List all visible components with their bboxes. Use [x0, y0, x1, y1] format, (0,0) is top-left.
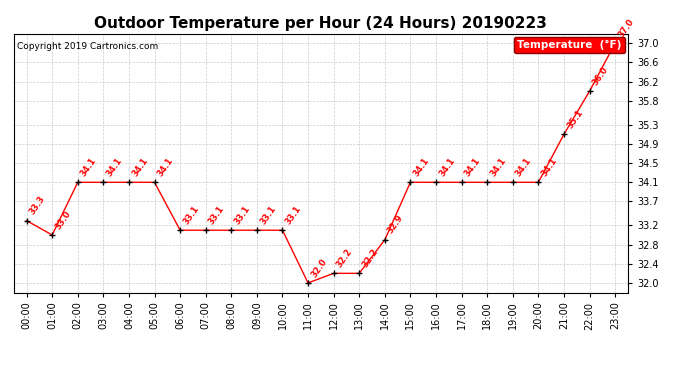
- Text: 33.1: 33.1: [207, 204, 226, 226]
- Text: 32.2: 32.2: [335, 247, 354, 269]
- Text: 34.1: 34.1: [437, 156, 457, 178]
- Text: 36.0: 36.0: [591, 65, 610, 87]
- Text: Copyright 2019 Cartronics.com: Copyright 2019 Cartronics.com: [17, 42, 158, 51]
- Text: 34.1: 34.1: [156, 156, 175, 178]
- Text: 32.0: 32.0: [309, 257, 328, 279]
- Text: 34.1: 34.1: [540, 156, 559, 178]
- Text: 34.1: 34.1: [463, 156, 482, 178]
- Text: 33.3: 33.3: [28, 195, 47, 216]
- Text: 35.1: 35.1: [565, 108, 584, 130]
- Text: 32.2: 32.2: [361, 247, 380, 269]
- Text: 32.9: 32.9: [386, 214, 406, 236]
- Text: 34.1: 34.1: [79, 156, 99, 178]
- Legend: Temperature  (°F): Temperature (°F): [514, 37, 624, 53]
- Text: 34.1: 34.1: [130, 156, 150, 178]
- Text: 34.1: 34.1: [412, 156, 431, 178]
- Text: 33.1: 33.1: [233, 204, 252, 226]
- Text: 34.1: 34.1: [105, 156, 124, 178]
- Text: 33.1: 33.1: [284, 204, 303, 226]
- Text: 33.0: 33.0: [54, 209, 72, 231]
- Text: 33.1: 33.1: [258, 204, 277, 226]
- Text: 37.0: 37.0: [616, 17, 635, 39]
- Text: 34.1: 34.1: [514, 156, 533, 178]
- Text: 34.1: 34.1: [489, 156, 508, 178]
- Title: Outdoor Temperature per Hour (24 Hours) 20190223: Outdoor Temperature per Hour (24 Hours) …: [95, 16, 547, 31]
- Text: 33.1: 33.1: [181, 204, 201, 226]
